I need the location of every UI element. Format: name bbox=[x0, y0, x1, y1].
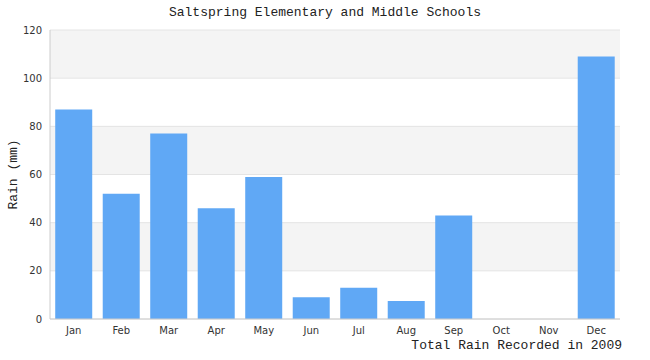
svg-text:Nov: Nov bbox=[539, 325, 559, 336]
svg-text:Feb: Feb bbox=[112, 325, 130, 336]
svg-text:0: 0 bbox=[36, 314, 42, 325]
svg-text:Oct: Oct bbox=[493, 325, 510, 336]
svg-text:Apr: Apr bbox=[208, 325, 226, 336]
svg-text:Aug: Aug bbox=[396, 325, 416, 336]
svg-text:Jul: Jul bbox=[352, 325, 365, 336]
svg-text:Rain (mm): Rain (mm) bbox=[8, 139, 21, 209]
svg-text:Sep: Sep bbox=[444, 325, 463, 336]
svg-text:20: 20 bbox=[29, 265, 42, 276]
svg-text:40: 40 bbox=[29, 217, 42, 228]
svg-text:100: 100 bbox=[23, 73, 42, 84]
html-text:Saltspring Elementary and Midd: Saltspring Elementary and Middle Schools bbox=[169, 5, 481, 20]
html-text:Total Rain Recorded in 2009: Total Rain Recorded in 2009 bbox=[411, 338, 622, 353]
svg-text:May: May bbox=[253, 325, 274, 336]
svg-text:Mar: Mar bbox=[159, 325, 179, 336]
svg-text:Dec: Dec bbox=[587, 325, 606, 336]
svg-text:80: 80 bbox=[29, 121, 42, 132]
svg-text:120: 120 bbox=[23, 25, 42, 36]
svg-text:60: 60 bbox=[29, 169, 42, 180]
svg-text:Jan: Jan bbox=[65, 325, 81, 336]
svg-text:Jun: Jun bbox=[302, 325, 319, 336]
